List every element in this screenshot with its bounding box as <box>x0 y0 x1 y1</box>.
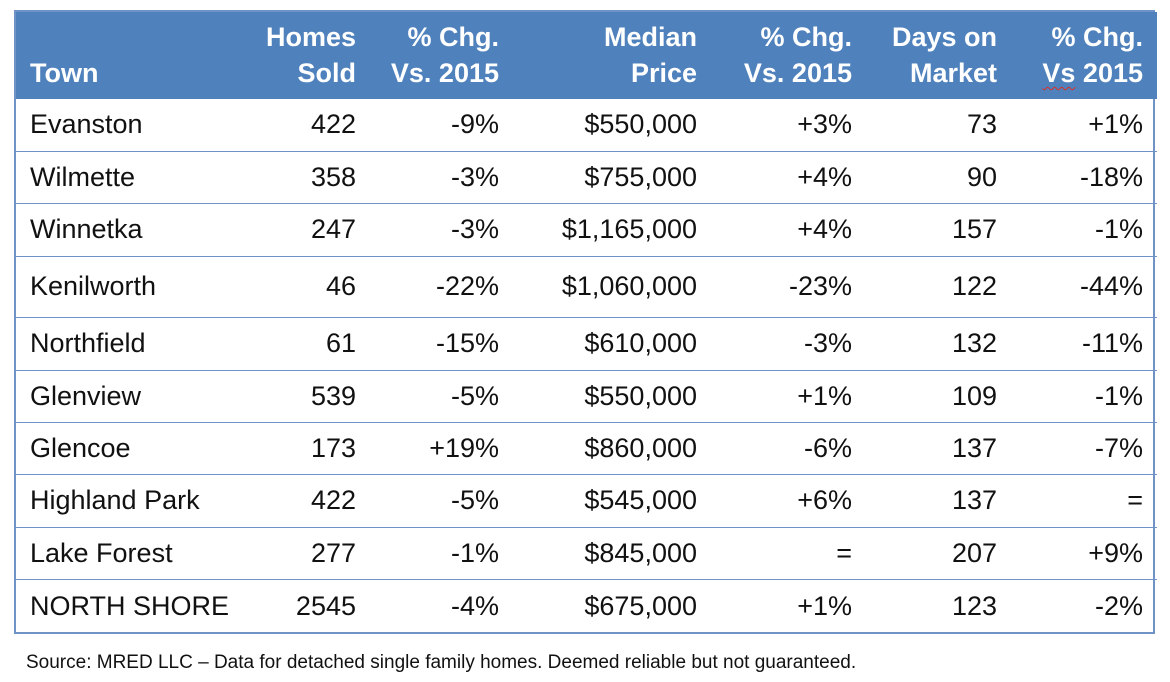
table-row: Wilmette 358 -3% $755,000 +4% 90 -18% <box>16 151 1157 205</box>
source-note: Source: MRED LLC – Data for detached sin… <box>26 652 857 673</box>
cell-median-price: $1,165,000 <box>513 203 711 257</box>
table-row: Northfield 61 -15% $610,000 -3% 132 -11% <box>16 317 1157 371</box>
cell-homes-chg: -4% <box>450 590 499 621</box>
table-row: Glencoe 173 +19% $860,000 -6% 137 -7% <box>16 422 1157 476</box>
cell-days-chg: -44% <box>1011 256 1157 319</box>
cell-days-chg: -1% <box>1011 370 1157 423</box>
cell-days-on-market: 132 <box>866 317 1011 371</box>
cell-median-price: $755,000 <box>513 151 711 205</box>
header-median-price: Median Price <box>603 22 697 88</box>
cell-price-chg: +1% <box>797 590 852 621</box>
cell-price-chg: -23% <box>711 256 866 319</box>
cell-days-on-market: 109 <box>866 370 1011 423</box>
cell-homes-chg: -5% <box>370 370 513 423</box>
cell-days-on-market: 137 <box>866 474 1011 528</box>
cell-days-chg: +1% <box>1011 99 1157 152</box>
cell-price-chg: +1% <box>711 370 866 423</box>
cell-price-chg: -6% <box>711 422 866 476</box>
cell-town: Evanston <box>16 99 242 152</box>
cell-homes-chg: +19% <box>370 422 513 476</box>
cell-days-on-market: 137 <box>866 422 1011 476</box>
header-homes-sold: Homes Sold <box>265 22 356 88</box>
table-row: Lake Forest 277 -1% $845,000 = 207 +9% <box>16 527 1157 581</box>
cell-town: Highland Park <box>16 474 242 528</box>
cell-homes-sold: 46 <box>242 256 370 319</box>
cell-homes-sold: 277 <box>242 527 370 581</box>
cell-homes-sold: 61 <box>242 317 370 371</box>
cell-homes-sold: 539 <box>242 370 370 423</box>
header-town: Town <box>30 58 99 88</box>
table-body: Evanston 422 -9% $550,000 +3% 73 +1% Wilmette 35… <box>16 99 1157 632</box>
cell-homes-chg: -15% <box>370 317 513 371</box>
cell-homes-chg: -3% <box>370 151 513 205</box>
cell-days-on-market: 122 <box>866 256 1011 319</box>
header-row: Town Homes Sold % Chg. Vs. 2015 Median Pric… <box>16 12 1157 99</box>
cell-median-price: $845,000 <box>513 527 711 581</box>
housing-stats-table: Town Homes Sold % Chg. Vs. 2015 Median Pric… <box>16 12 1157 632</box>
cell-days-chg: -11% <box>1011 317 1157 371</box>
header-days-on-market: Days on Market <box>891 22 997 88</box>
table-row: Evanston 422 -9% $550,000 +3% 73 +1% <box>16 99 1157 152</box>
cell-days-on-market: 73 <box>866 99 1011 152</box>
cell-town: Lake Forest <box>16 527 242 581</box>
cell-town: Winnetka <box>16 203 242 257</box>
cell-median-price: $610,000 <box>513 317 711 371</box>
cell-days-chg: -18% <box>1011 151 1157 205</box>
header-homes-chg: % Chg. Vs. 2015 <box>390 22 499 88</box>
cell-town: Glenview <box>16 370 242 423</box>
table-row: Glenview 539 -5% $550,000 +1% 109 -1% <box>16 370 1157 423</box>
cell-median-price: $1,060,000 <box>513 256 711 319</box>
cell-price-chg: +4% <box>711 203 866 257</box>
cell-homes-sold: 2545 <box>295 590 356 621</box>
cell-days-chg: +9% <box>1011 527 1157 581</box>
cell-days-on-market: 207 <box>866 527 1011 581</box>
cell-days-chg: -2% <box>1094 590 1143 621</box>
table-row: Winnetka 247 -3% $1,165,000 +4% 157 -1% <box>16 203 1157 257</box>
cell-homes-chg: -5% <box>370 474 513 528</box>
cell-median-price: $550,000 <box>513 99 711 152</box>
cell-town: Glencoe <box>16 422 242 476</box>
cell-homes-chg: -22% <box>370 256 513 319</box>
table-row: Kenilworth 46 -22% $1,060,000 -23% 122 -44% <box>16 256 1157 319</box>
housing-stats-table-container: Town Homes Sold % Chg. Vs. 2015 Median Pric… <box>14 10 1157 634</box>
cell-homes-sold: 422 <box>242 99 370 152</box>
cell-homes-chg: -3% <box>370 203 513 257</box>
cell-town: Wilmette <box>16 151 242 205</box>
cell-homes-chg: -1% <box>370 527 513 581</box>
table-row: Highland Park 422 -5% $545,000 +6% 137 = <box>16 474 1157 528</box>
cell-days-chg: -1% <box>1011 203 1157 257</box>
cell-town: Northfield <box>16 317 242 371</box>
header-price-chg: % Chg. Vs. 2015 <box>743 22 852 88</box>
cell-days-chg: = <box>1011 474 1157 528</box>
cell-price-chg: -3% <box>711 317 866 371</box>
cell-homes-sold: 358 <box>242 151 370 205</box>
table-row: NORTH SHORE 2545 -4% $675,000 +1% 123 -2% <box>16 580 1157 632</box>
cell-homes-sold: 247 <box>242 203 370 257</box>
cell-town: Kenilworth <box>16 256 242 319</box>
cell-town: NORTH SHORE <box>30 590 230 621</box>
cell-price-chg: +3% <box>711 99 866 152</box>
cell-median-price: $860,000 <box>513 422 711 476</box>
cell-days-chg: -7% <box>1011 422 1157 476</box>
spellcheck-underline: Vs <box>1042 58 1076 88</box>
cell-homes-chg: -9% <box>370 99 513 152</box>
cell-days-on-market: 157 <box>866 203 1011 257</box>
cell-days-on-market: 123 <box>951 590 997 621</box>
cell-price-chg: +4% <box>711 151 866 205</box>
cell-median-price: $550,000 <box>513 370 711 423</box>
cell-days-on-market: 90 <box>866 151 1011 205</box>
cell-median-price: $675,000 <box>584 590 697 621</box>
cell-price-chg: = <box>711 527 866 581</box>
cell-homes-sold: 173 <box>242 422 370 476</box>
cell-price-chg: +6% <box>711 474 866 528</box>
header-days-chg: % Chg. Vs 2015 <box>1042 22 1143 88</box>
cell-median-price: $545,000 <box>513 474 711 528</box>
cell-homes-sold: 422 <box>242 474 370 528</box>
